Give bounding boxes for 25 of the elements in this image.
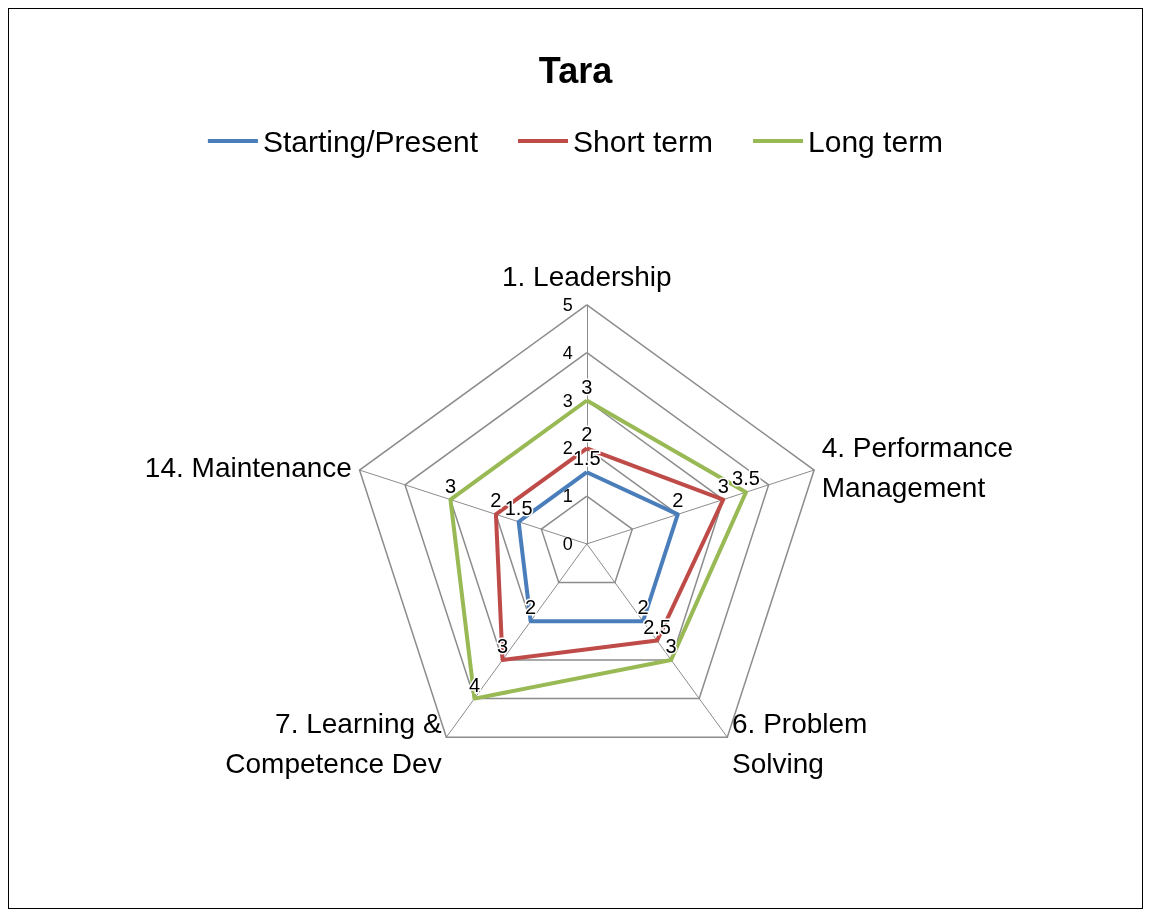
spoke-label: 14. Maintenance [144,452,352,484]
y-tick-label: 1 [562,486,573,507]
spoke-label: 1. Leadership [501,261,672,293]
legend-label: Short term [573,124,714,158]
y-tick-label: 0 [562,533,573,554]
spoke-label: 4. Performance Management [821,432,1014,504]
data-label: 3 [665,634,677,657]
chart-title: Tara [538,49,614,91]
data-label: 1.5 [572,447,601,470]
legend-label: Long term [808,124,944,158]
spoke-label: 7. Learning & Competence Dev [225,708,442,780]
data-label: 2 [581,423,593,446]
y-tick-label: 4 [562,342,573,363]
data-label: 3.5 [732,467,760,490]
legend-label: Starting/Present [262,124,479,158]
data-label: 2 [525,596,537,619]
data-label: 3 [444,474,457,497]
data-label: 2 [490,489,502,512]
y-tick-label: 3 [562,390,573,411]
spoke-label: 6. Problem Solving [732,708,868,780]
y-tick-label: 5 [562,294,573,315]
data-label: 3 [717,474,729,497]
data-label: 2 [672,489,684,512]
data-label: 3 [581,375,593,398]
y-tick-label: 2 [562,438,573,459]
